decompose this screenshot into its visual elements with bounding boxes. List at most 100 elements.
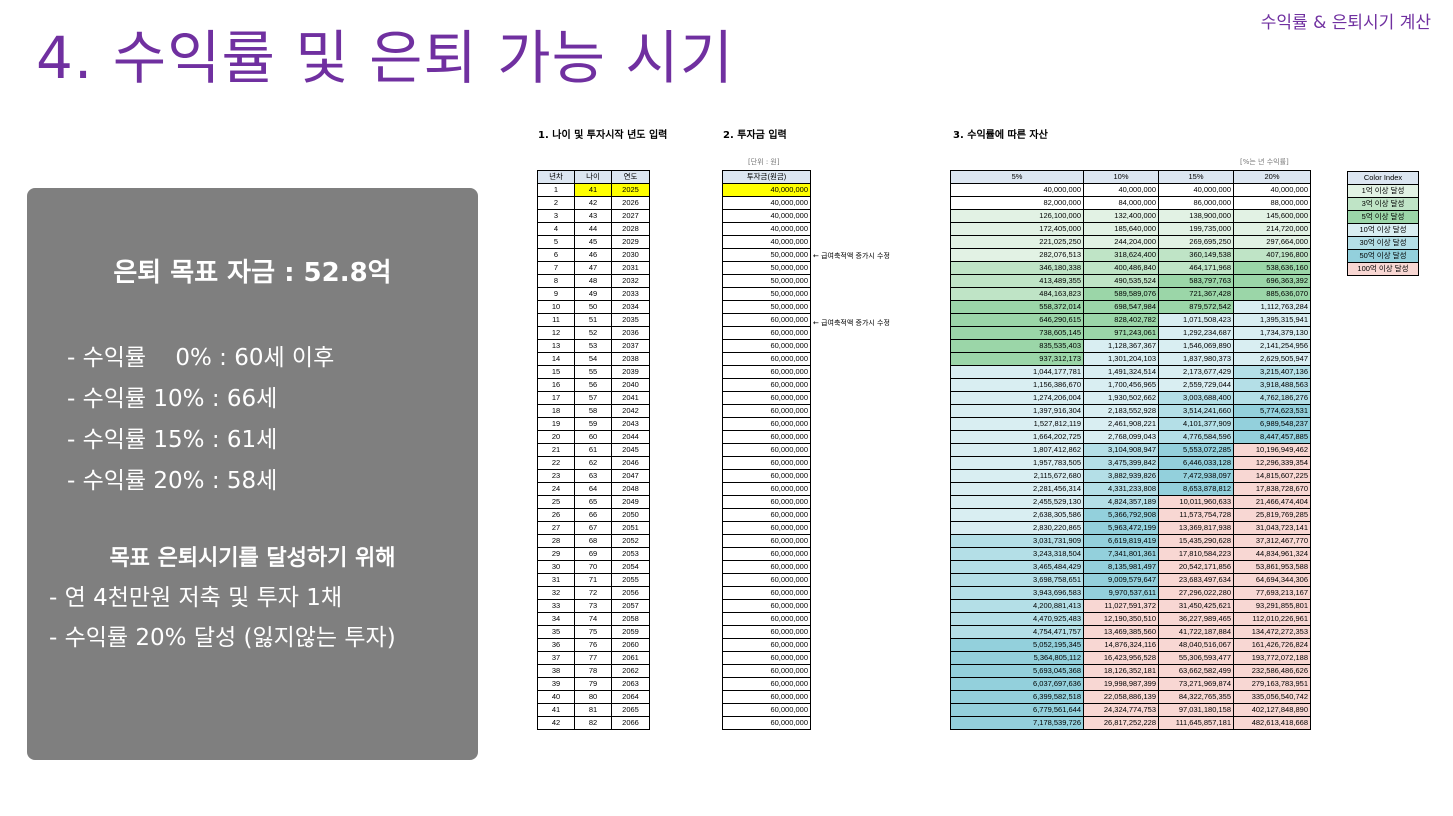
table-cell: 60,000,000 [722,365,811,379]
table-cell: 8,447,457,885 [1233,430,1311,444]
table-row: 4 44 2028 [537,222,650,236]
table-cell: 82 [574,716,612,730]
table-row: 40,000,000 [722,183,811,197]
table-cell: 407,196,800 [1233,248,1311,262]
table-cell: 145,600,000 [1233,209,1311,223]
table-row: 35 75 2059 [537,625,650,639]
table-cell: 2041 [611,391,650,405]
table-cell: 3 [537,209,575,223]
table-cell: 2058 [611,612,650,626]
table-row: 11 51 2035 [537,313,650,327]
table-row: 6 46 2030 [537,248,650,262]
table-cell: 9,009,579,647 [1083,573,1159,587]
table-cell: 34 [537,612,575,626]
table-row: 1,527,812,119 2,461,908,221 4,101,377,909 6… [950,417,1311,431]
table-row: 558,372,014 698,547,984 879,572,542 1,112,7… [950,300,1311,314]
table-cell: 589,589,076 [1083,287,1159,301]
table-row: 60,000,000 [722,703,811,717]
table-row: 50,000,000 [722,274,811,288]
table-cell: 11 [537,313,575,327]
table-row: 60,000,000 [722,391,811,405]
table-cell: 77,693,213,167 [1233,586,1311,600]
table-cell: 132,400,000 [1083,209,1159,223]
table-cell: 37,312,467,770 [1233,534,1311,548]
table-row: 31 71 2055 [537,573,650,587]
table-row: 13 53 2037 [537,339,650,353]
legend-row: 5억 이상 달성 [1347,210,1419,224]
table-cell: 62 [574,456,612,470]
table-cell: 70 [574,560,612,574]
table-cell: 1,128,367,367 [1083,339,1159,353]
table-cell: 63,662,582,499 [1158,664,1234,678]
table-cell: 46 [574,248,612,262]
table-cell: 1,837,980,373 [1158,352,1234,366]
table-cell: 9 [537,287,575,301]
table-cell: 5,963,472,199 [1083,521,1159,535]
table-cell: 3,475,399,842 [1083,456,1159,470]
table-row: 14 54 2038 [537,352,650,366]
table-cell: 20,542,171,856 [1158,560,1234,574]
table-cell: 402,127,848,890 [1233,703,1311,717]
table-row: 60,000,000 [722,365,811,379]
table-cell: 2,830,220,865 [950,521,1084,535]
table-cell: 279,163,783,951 [1233,677,1311,691]
table-cell: 5,052,195,345 [950,638,1084,652]
table-cell: 24 [537,482,575,496]
table-row: 27 67 2051 [537,521,650,535]
table-cell: 57 [574,391,612,405]
legend-header: Color Index [1347,171,1419,185]
table-cell: 2047 [611,469,650,483]
table-row: 6,399,582,518 22,058,886,139 84,322,765,35… [950,690,1311,704]
table-row: 25 65 2049 [537,495,650,509]
column-header: 년차 [537,170,575,184]
table-cell: 60,000,000 [722,469,811,483]
table-cell: 1,491,324,514 [1083,365,1159,379]
table-cell: 738,605,145 [950,326,1084,340]
table-cell: 93,291,855,801 [1233,599,1311,613]
table-cell: 1,274,206,004 [950,391,1084,405]
table-cell: 58 [574,404,612,418]
table-cell: 126,100,000 [950,209,1084,223]
table-row: 60,000,000 [722,378,811,392]
table-cell: 63 [574,469,612,483]
table-cell: 879,572,542 [1158,300,1234,314]
table-cell: 282,076,513 [950,248,1084,262]
table-cell: 214,720,000 [1233,222,1311,236]
table-cell: 1,807,412,862 [950,443,1084,457]
table-row: 3,465,484,429 8,135,981,497 20,542,171,856… [950,560,1311,574]
table-cell: 66 [574,508,612,522]
table-row: 50,000,000 [722,287,811,301]
table-cell: 3,943,696,583 [950,586,1084,600]
table-cell: 2064 [611,690,650,704]
table-cell: 31 [537,573,575,587]
table-cell: 84,322,765,355 [1158,690,1234,704]
table-cell: 1,664,202,725 [950,430,1084,444]
table-row: 126,100,000 132,400,000 138,900,000 145,600… [950,209,1311,223]
table-cell: 37 [537,651,575,665]
table-cell: 244,204,000 [1083,235,1159,249]
table-cell: 400,486,840 [1083,261,1159,275]
table-cell: 2,183,552,928 [1083,404,1159,418]
salary-note: ← 급여축적액 증가시 수정 [813,319,890,327]
table-row: 60,000,000 [722,612,811,626]
table-cell: 2040 [611,378,650,392]
table-row: 23 63 2047 [537,469,650,483]
table-row: 15 55 2039 [537,365,650,379]
table-cell: 19,998,987,399 [1083,677,1159,691]
column-header: 연도 [611,170,650,184]
table-row: 10 50 2034 [537,300,650,314]
table-row: 60,000,000 [722,352,811,366]
table-cell: 6,037,697,636 [950,677,1084,691]
table-cell: 1,292,234,687 [1158,326,1234,340]
table-cell: 59 [574,417,612,431]
table-cell: 60 [574,430,612,444]
table-cell: 60,000,000 [722,586,811,600]
table-cell: 50 [574,300,612,314]
table-cell: 84,000,000 [1083,196,1159,210]
table-row: 60,000,000 [722,339,811,353]
table-cell: 40,000,000 [722,183,811,197]
table-row: 60,000,000 [722,716,811,730]
table-cell: 111,645,857,181 [1158,716,1234,730]
table-cell: 2,115,672,680 [950,469,1084,483]
salary-note: ← 급여축적액 증가시 수정 [813,252,890,260]
